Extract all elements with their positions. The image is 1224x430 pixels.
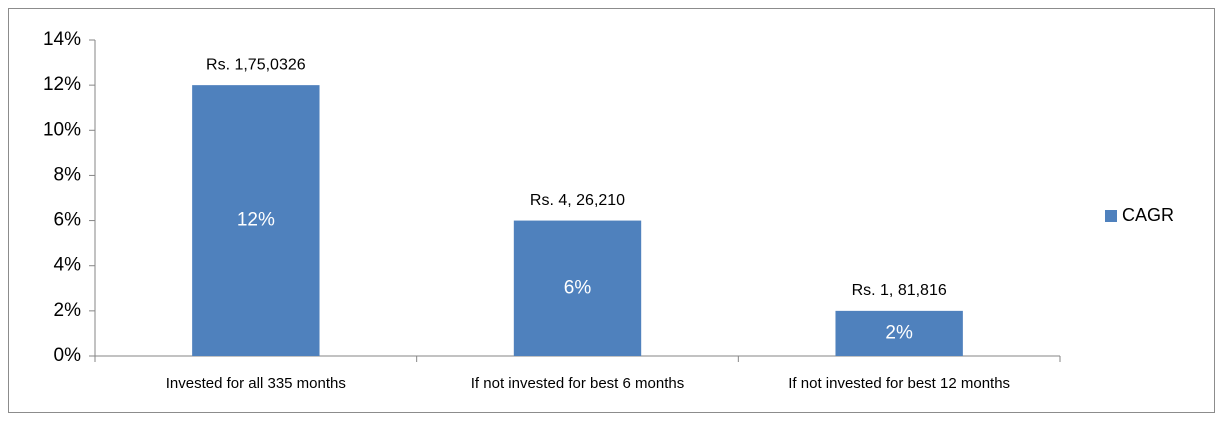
y-tick-label: 14%	[43, 29, 81, 50]
legend-label: CAGR	[1122, 205, 1174, 225]
y-tick-label: 12%	[43, 74, 81, 95]
y-tick-label: 8%	[54, 164, 82, 185]
value-label: 12%	[237, 210, 275, 231]
y-tick-label: 4%	[54, 255, 82, 276]
x-tick-label: Invested for all 335 months	[166, 375, 346, 392]
x-tick-label: If not invested for best 6 months	[471, 375, 684, 392]
bar	[192, 85, 320, 357]
annotation: Rs. 4, 26,210	[530, 192, 625, 209]
annotation: Rs. 1, 81,816	[852, 282, 947, 299]
value-label: 6%	[564, 277, 592, 298]
y-tick-label: 2%	[54, 300, 82, 321]
bar	[835, 310, 963, 356]
value-label: 2%	[885, 322, 913, 343]
bar	[513, 220, 642, 356]
legend-swatch	[1105, 210, 1117, 222]
y-tick-label: 6%	[54, 210, 82, 231]
x-tick-label: If not invested for best 12 months	[788, 375, 1010, 392]
annotation: Rs. 1,75,0326	[206, 56, 306, 73]
y-tick-label: 10%	[43, 119, 81, 140]
y-tick-label: 0%	[54, 345, 82, 366]
